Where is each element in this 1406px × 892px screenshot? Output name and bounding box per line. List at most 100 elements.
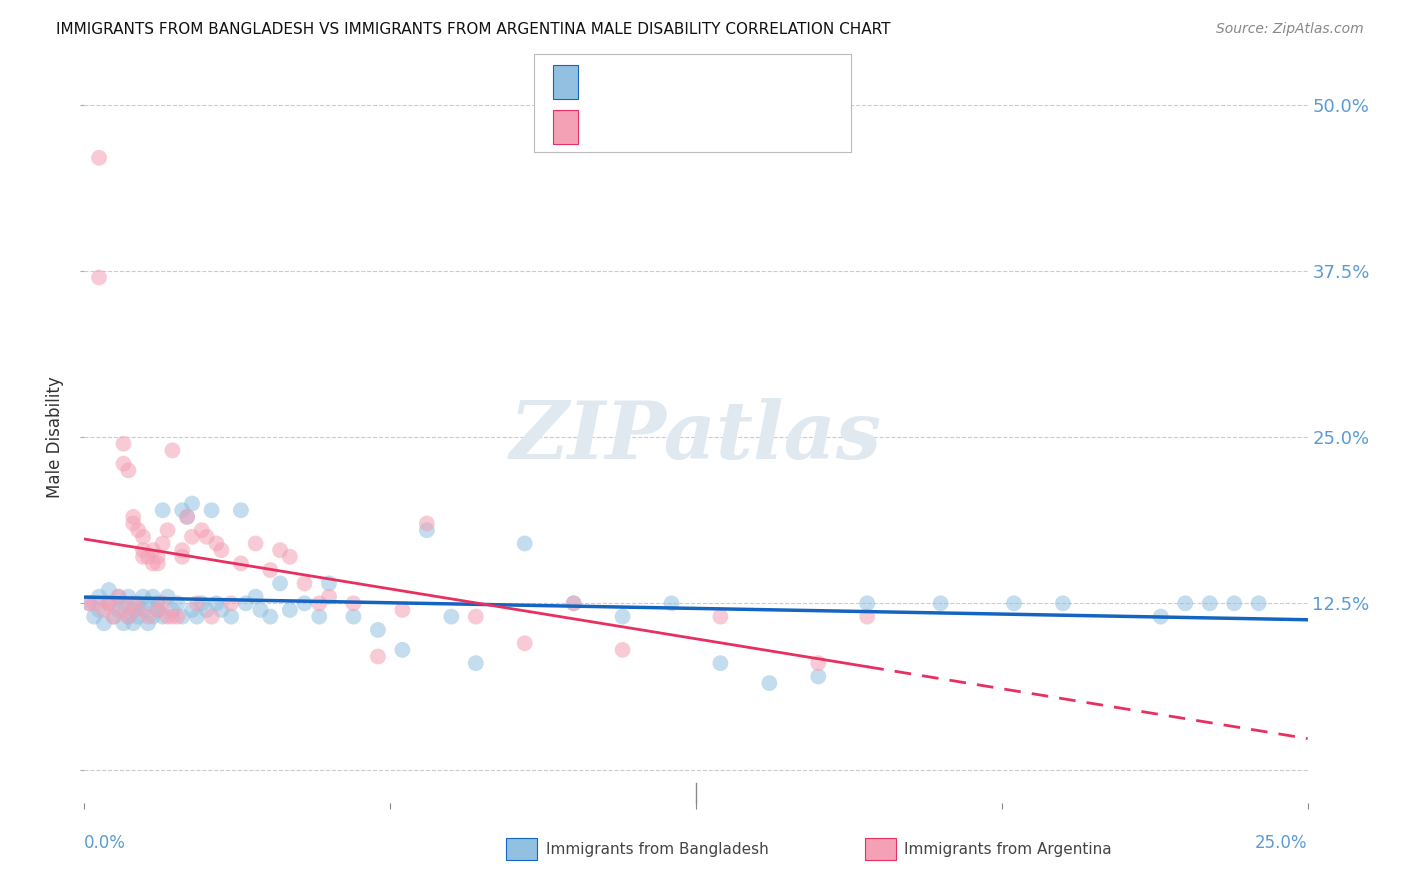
Point <box>127 609 149 624</box>
Point <box>1174 596 1197 610</box>
Point <box>83 609 105 624</box>
Point <box>205 536 228 550</box>
Point <box>391 603 413 617</box>
Point <box>117 609 139 624</box>
Point <box>1223 596 1246 610</box>
Point <box>342 609 364 624</box>
Point <box>367 623 389 637</box>
Point <box>166 609 188 624</box>
Point <box>166 596 188 610</box>
Point <box>856 609 879 624</box>
Point <box>156 609 179 624</box>
Point <box>342 596 364 610</box>
Point <box>97 596 120 610</box>
Point <box>661 596 683 610</box>
Point <box>758 676 780 690</box>
Point <box>112 603 135 617</box>
Point <box>162 603 184 617</box>
Point <box>97 596 120 610</box>
Point <box>132 549 155 564</box>
Point <box>103 609 125 624</box>
Point <box>156 590 179 604</box>
Point <box>416 516 439 531</box>
Point <box>219 596 242 610</box>
Point <box>112 457 135 471</box>
Point <box>172 609 194 624</box>
Point <box>136 609 159 624</box>
Point <box>562 596 585 610</box>
Point <box>367 649 389 664</box>
Point <box>229 503 252 517</box>
Point <box>259 563 281 577</box>
Point <box>278 549 301 564</box>
Point <box>209 603 232 617</box>
Point <box>200 609 222 624</box>
Point <box>513 536 536 550</box>
Point <box>142 609 165 624</box>
Point <box>146 603 169 617</box>
Point <box>122 516 145 531</box>
Point <box>1150 609 1173 624</box>
Point <box>93 603 115 617</box>
Point <box>152 609 174 624</box>
Point <box>97 596 120 610</box>
Point <box>132 530 155 544</box>
Point <box>176 509 198 524</box>
Point <box>235 596 257 610</box>
Point <box>929 596 952 610</box>
Point <box>181 603 204 617</box>
Point <box>278 603 301 617</box>
Point <box>112 596 135 610</box>
Point <box>112 436 135 450</box>
Point <box>136 549 159 564</box>
Point <box>176 509 198 524</box>
Point <box>612 609 634 624</box>
Point <box>146 549 169 564</box>
Point <box>132 543 155 558</box>
Point <box>1052 596 1074 610</box>
Point <box>181 497 204 511</box>
Point <box>146 596 169 610</box>
Point <box>172 543 194 558</box>
Point <box>107 603 129 617</box>
Point <box>1002 596 1025 610</box>
Text: Immigrants from Bangladesh: Immigrants from Bangladesh <box>546 842 768 856</box>
Point <box>107 590 129 604</box>
Text: IMMIGRANTS FROM BANGLADESH VS IMMIGRANTS FROM ARGENTINA MALE DISABILITY CORRELAT: IMMIGRANTS FROM BANGLADESH VS IMMIGRANTS… <box>56 22 891 37</box>
Text: Immigrants from Argentina: Immigrants from Argentina <box>904 842 1112 856</box>
Point <box>117 590 139 604</box>
Point <box>249 603 271 617</box>
Point <box>245 536 267 550</box>
Point <box>440 609 463 624</box>
Point <box>205 596 228 610</box>
Point <box>122 596 145 610</box>
Point <box>807 669 830 683</box>
Point <box>172 549 194 564</box>
Point <box>709 656 731 670</box>
Point <box>127 603 149 617</box>
Point <box>245 590 267 604</box>
Text: R =  0.037: R = 0.037 <box>588 74 683 92</box>
Point <box>269 543 291 558</box>
Point <box>807 656 830 670</box>
Text: N = 75: N = 75 <box>731 74 794 92</box>
Point <box>259 609 281 624</box>
Point <box>87 151 110 165</box>
Point <box>77 596 100 610</box>
Text: 0.0%: 0.0% <box>84 834 127 852</box>
Point <box>146 603 169 617</box>
Point <box>1198 596 1220 610</box>
Point <box>136 616 159 631</box>
Text: ZIPatlas: ZIPatlas <box>510 399 882 475</box>
Point <box>308 609 330 624</box>
Point <box>122 603 145 617</box>
Point <box>132 603 155 617</box>
Point <box>200 503 222 517</box>
Point <box>142 543 165 558</box>
Point <box>136 596 159 610</box>
Point <box>416 523 439 537</box>
Point <box>195 530 218 544</box>
Point <box>1247 596 1270 610</box>
Point <box>269 576 291 591</box>
Point <box>391 643 413 657</box>
